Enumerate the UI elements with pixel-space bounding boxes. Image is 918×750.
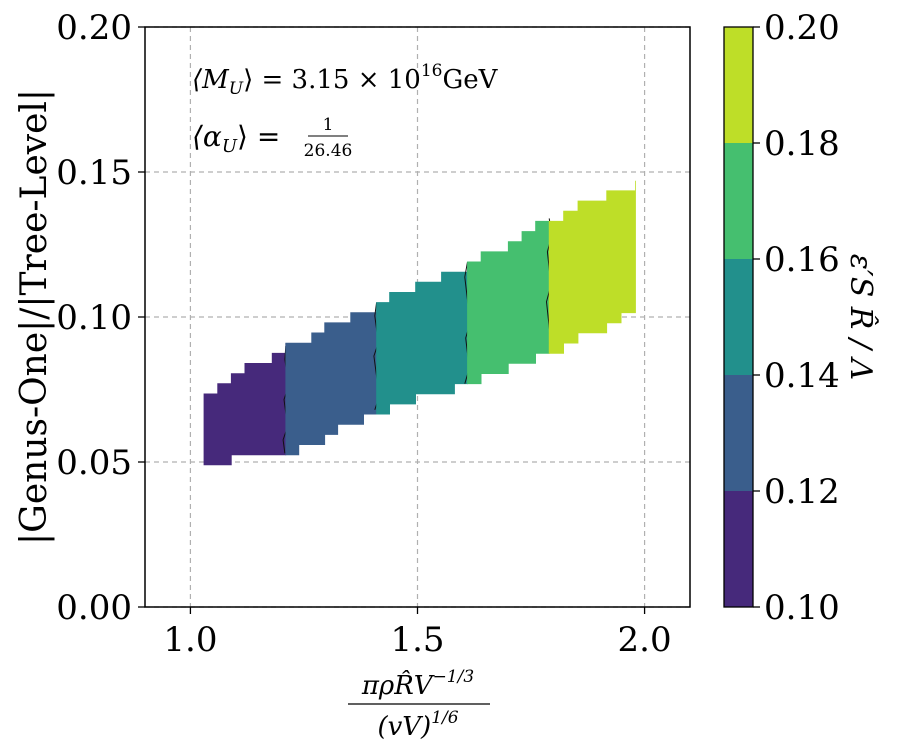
colorbar-tick-label: 0.20 — [764, 8, 840, 48]
y-tick-label: 0.00 — [56, 588, 132, 628]
x-tick-label: 1.5 — [390, 620, 444, 660]
svg-text:⟨MU⟩ = 3.15 × 1016GeV: ⟨MU⟩ = 3.15 × 1016GeV — [192, 61, 499, 99]
svg-text:πρR̂V−1/3: πρR̂V−1/3 — [361, 667, 474, 701]
y-axis-label: |Genus-One|/|Tree-Level| — [14, 89, 55, 545]
colorbar-label: ε′S R̂ / Λ — [843, 254, 878, 380]
contour-band — [548, 180, 636, 354]
colorbar-segment — [724, 375, 753, 491]
colorbar-frame — [723, 26, 754, 608]
contour-band — [376, 261, 468, 415]
colorbar-tick-label: 0.16 — [764, 240, 840, 280]
x-axis-ticks: 1.0 1.5 2.0 — [163, 607, 672, 660]
y-tick-label: 0.20 — [56, 8, 132, 48]
x-axis-label: πρR̂V−1/3 (vV)1/6 — [348, 667, 490, 742]
colorbar-segment — [724, 143, 753, 259]
colorbar-tick-label: 0.18 — [764, 124, 840, 164]
colorbar-tick-label: 0.10 — [764, 588, 840, 628]
alpha-denominator: 26.46 — [304, 141, 353, 161]
contour-band — [203, 343, 287, 466]
x-tick-label: 1.0 — [163, 620, 217, 660]
x-tick-label: 2.0 — [618, 620, 672, 660]
annotation-alpha: ⟨αU⟩ = 1 26.46 — [192, 115, 352, 161]
y-axis-ticks: 0.00 0.05 0.10 0.15 0.20 — [56, 8, 145, 628]
colorbar-segment — [724, 27, 753, 143]
colorbar — [724, 27, 753, 607]
annotation-mass: ⟨MU⟩ = 3.15 × 1016GeV — [192, 61, 499, 99]
y-tick-label: 0.05 — [56, 443, 132, 483]
svg-text:⟨αU⟩ =: ⟨αU⟩ = — [192, 120, 280, 157]
contour-band — [285, 302, 378, 456]
colorbar-segment — [724, 259, 753, 375]
colorbar-tick-label: 0.14 — [764, 356, 840, 396]
contour-bands — [203, 180, 636, 466]
y-tick-label: 0.15 — [56, 153, 132, 193]
y-tick-label: 0.10 — [56, 298, 132, 338]
svg-text:(vV)1/6: (vV)1/6 — [377, 708, 458, 742]
contour-band — [467, 220, 550, 385]
colorbar-tick-label: 0.12 — [764, 472, 840, 512]
colorbar-segment — [724, 491, 753, 607]
alpha-numerator: 1 — [323, 115, 334, 135]
colorbar-ticks: 0.10 0.12 0.14 0.16 0.18 0.20 — [753, 8, 840, 628]
